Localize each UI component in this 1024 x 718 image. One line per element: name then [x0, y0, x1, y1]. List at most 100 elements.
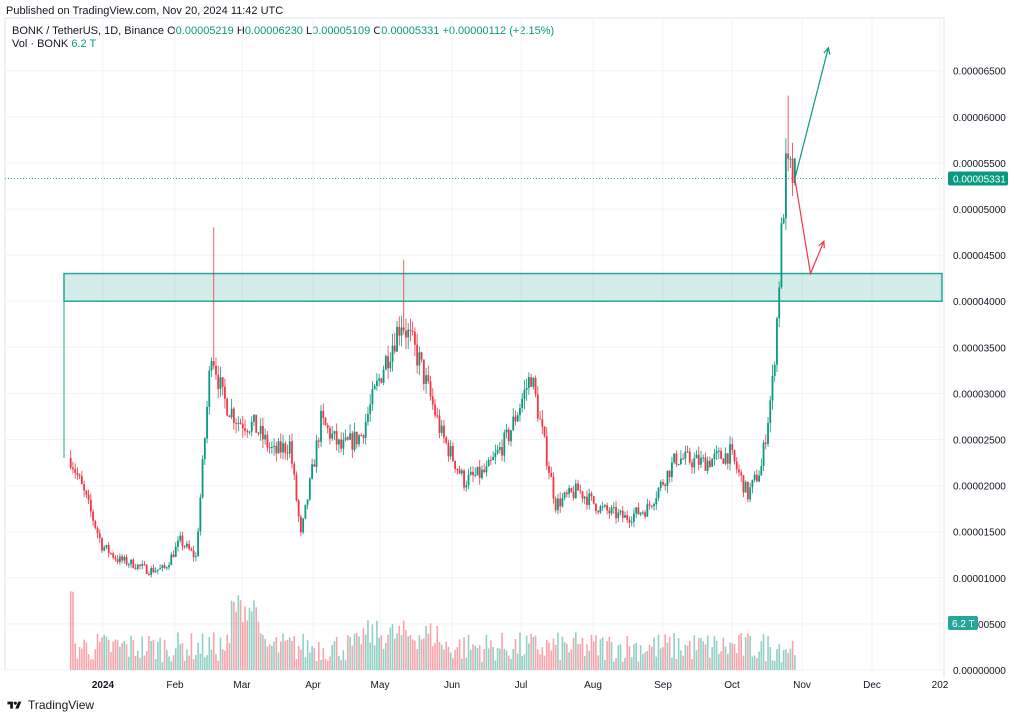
candle-body	[434, 404, 436, 416]
candle-body	[644, 512, 646, 517]
volume-bar	[554, 644, 557, 670]
volume-bar	[530, 634, 532, 670]
volume-bar	[380, 635, 383, 670]
x-tick-label: May	[371, 680, 390, 691]
volume-bar	[284, 640, 287, 670]
volume-bar	[405, 630, 407, 670]
volume-bar	[311, 646, 313, 670]
volume-bar	[331, 645, 333, 670]
candle-body	[610, 507, 613, 514]
candle-body	[740, 472, 743, 476]
volume-bar	[177, 632, 179, 670]
volume-bar	[228, 643, 231, 670]
candle-body	[206, 406, 208, 439]
volume-bar	[771, 660, 774, 670]
candle-body	[597, 511, 600, 513]
volume-bar	[478, 645, 481, 670]
candle-body	[668, 470, 671, 478]
volume-bar	[499, 648, 501, 670]
candle-body	[268, 447, 271, 449]
candle-body	[554, 498, 557, 511]
volume-bar	[101, 637, 103, 670]
candle-body	[722, 458, 725, 464]
volume-bar	[199, 653, 202, 670]
candle-body	[92, 511, 94, 521]
x-tick-label: Feb	[166, 680, 184, 691]
candle-body	[633, 513, 635, 522]
volume-bar	[253, 600, 255, 670]
candle-body	[114, 557, 117, 560]
volume-bar	[452, 658, 454, 670]
candle-body	[662, 481, 664, 485]
volume-bar	[255, 607, 258, 670]
candle-body	[118, 556, 121, 563]
candle-body	[460, 470, 463, 474]
tradingview-brand[interactable]: TradingView	[6, 698, 94, 712]
candle-body	[266, 434, 269, 448]
candle-body	[572, 491, 575, 499]
candle-body	[695, 454, 698, 459]
candle-body	[525, 387, 528, 390]
volume-bar	[90, 659, 92, 670]
candle-body	[69, 457, 72, 468]
volume-bar	[369, 642, 371, 670]
candle-body	[130, 559, 132, 565]
candle-body	[731, 444, 734, 451]
volume-bar	[78, 646, 81, 670]
candle-body	[467, 474, 470, 486]
x-tick-label: Apr	[305, 680, 321, 691]
volume-bar	[239, 600, 242, 670]
candle-body	[523, 389, 526, 399]
volume-bar	[664, 634, 667, 670]
brand-name: TradingView	[28, 698, 95, 712]
y-tick-label: 0.00004000	[953, 297, 1006, 308]
candle-body	[778, 287, 781, 319]
volume-bar	[262, 634, 264, 670]
candle-body	[181, 535, 184, 547]
volume-bar	[302, 633, 304, 670]
candle-body	[755, 474, 758, 482]
volume-bar	[751, 656, 754, 670]
volume-bar	[326, 660, 329, 670]
volume-bar	[136, 650, 139, 670]
volume-bar	[420, 639, 423, 670]
candle-body	[749, 487, 752, 500]
volume-bar	[414, 640, 416, 670]
volume-bar	[400, 635, 403, 670]
last-price-tag	[948, 171, 1008, 186]
volume-bar	[474, 645, 477, 670]
volume-bar	[626, 635, 629, 670]
candle-body	[688, 451, 691, 463]
volume-label: Vol · BONK	[12, 38, 69, 50]
volume-bar	[293, 636, 296, 670]
volume-bar	[215, 653, 217, 670]
volume-bar	[465, 657, 468, 670]
volume-bar	[107, 639, 110, 670]
candle-body	[521, 398, 524, 409]
candle-body	[148, 573, 150, 575]
candle-body	[789, 158, 792, 160]
volume-bar	[210, 649, 213, 670]
volume-bar	[492, 647, 494, 670]
y-tick-label: 0.00003000	[953, 389, 1006, 400]
candle-body	[744, 481, 747, 493]
candle-body	[510, 430, 512, 442]
candle-body	[586, 496, 588, 506]
candle-body	[286, 452, 289, 454]
candle-body	[773, 364, 776, 376]
candle-body	[624, 515, 626, 518]
symbol-name: BONK / TetherUS, 1D, Binance	[12, 25, 165, 37]
volume-bar	[742, 655, 745, 670]
candle-body	[458, 469, 461, 474]
candle-body	[489, 459, 492, 461]
volume-bar	[514, 639, 517, 670]
candle-body	[391, 345, 394, 362]
candle-body	[418, 352, 421, 366]
volume-bar	[704, 644, 707, 670]
projection-down-arrow-head	[818, 239, 825, 249]
volume-bar	[264, 638, 266, 670]
volume-bar	[570, 649, 573, 670]
volume-bar	[208, 636, 211, 670]
candle-body	[74, 469, 77, 473]
